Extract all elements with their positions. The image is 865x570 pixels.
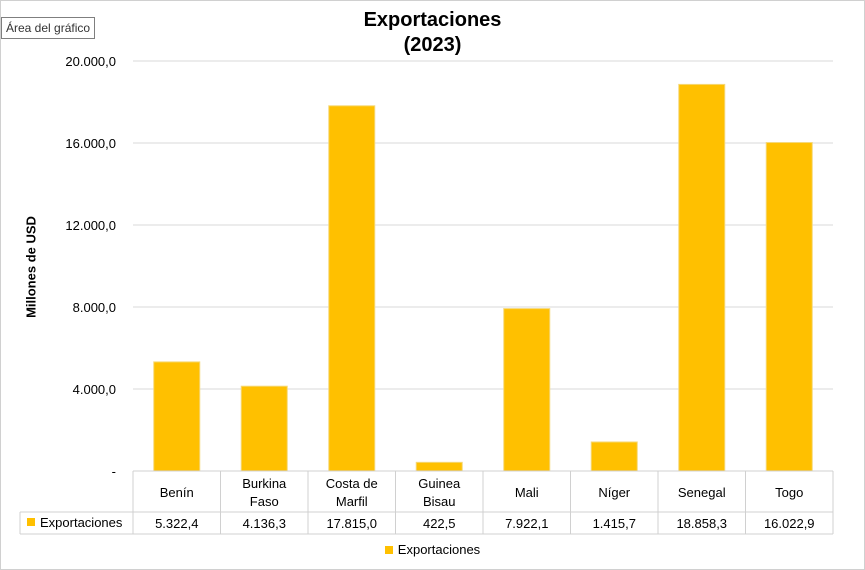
y-tick-label: 4.000,0 bbox=[73, 382, 116, 397]
table-value: 4.136,3 bbox=[243, 516, 286, 531]
chart-subtitle: (2023) bbox=[403, 34, 462, 56]
x-tick-label: Benín bbox=[160, 485, 194, 500]
chart-title: Exportaciones bbox=[363, 9, 502, 31]
y-tick-label: 16.000,0 bbox=[65, 136, 116, 151]
x-tick-label: Níger bbox=[598, 485, 630, 500]
table-series-name: Exportaciones bbox=[40, 515, 123, 530]
x-tick-label: Bisau bbox=[423, 494, 456, 509]
bar bbox=[503, 308, 551, 472]
bar bbox=[153, 361, 201, 472]
table-legend-key bbox=[27, 518, 35, 526]
bar bbox=[765, 142, 813, 472]
y-tick-label: 12.000,0 bbox=[65, 218, 116, 233]
table-value: 16.022,9 bbox=[764, 516, 815, 531]
bar bbox=[240, 385, 288, 472]
bar bbox=[590, 441, 638, 472]
x-tick-label: Burkina bbox=[242, 476, 287, 491]
table-value: 17.815,0 bbox=[326, 516, 377, 531]
table-value: 7.922,1 bbox=[505, 516, 548, 531]
x-tick-label: Guinea bbox=[418, 476, 461, 491]
legend-swatch bbox=[384, 545, 393, 554]
chart-area-tooltip: Área del gráfico bbox=[1, 17, 96, 39]
x-tick-label: Togo bbox=[775, 485, 803, 500]
legend-label: Exportaciones bbox=[397, 542, 481, 557]
table-value: 422,5 bbox=[423, 516, 456, 531]
y-tick-label: - bbox=[112, 464, 116, 479]
x-tick-label: Costa de bbox=[326, 476, 378, 491]
y-tick-label: 8.000,0 bbox=[73, 300, 116, 315]
bar bbox=[328, 105, 376, 472]
bar bbox=[678, 83, 726, 472]
x-tick-label: Mali bbox=[515, 485, 539, 500]
x-tick-label: Faso bbox=[250, 494, 279, 509]
table-value: 18.858,3 bbox=[676, 516, 727, 531]
x-tick-label: Marfil bbox=[336, 494, 368, 509]
chart-legend: Exportaciones bbox=[0, 542, 865, 557]
y-tick-label: 20.000,0 bbox=[65, 54, 116, 69]
table-value: 5.322,4 bbox=[155, 516, 198, 531]
x-tick-label: Senegal bbox=[678, 485, 726, 500]
table-value: 1.415,7 bbox=[593, 516, 636, 531]
bar bbox=[415, 461, 463, 472]
